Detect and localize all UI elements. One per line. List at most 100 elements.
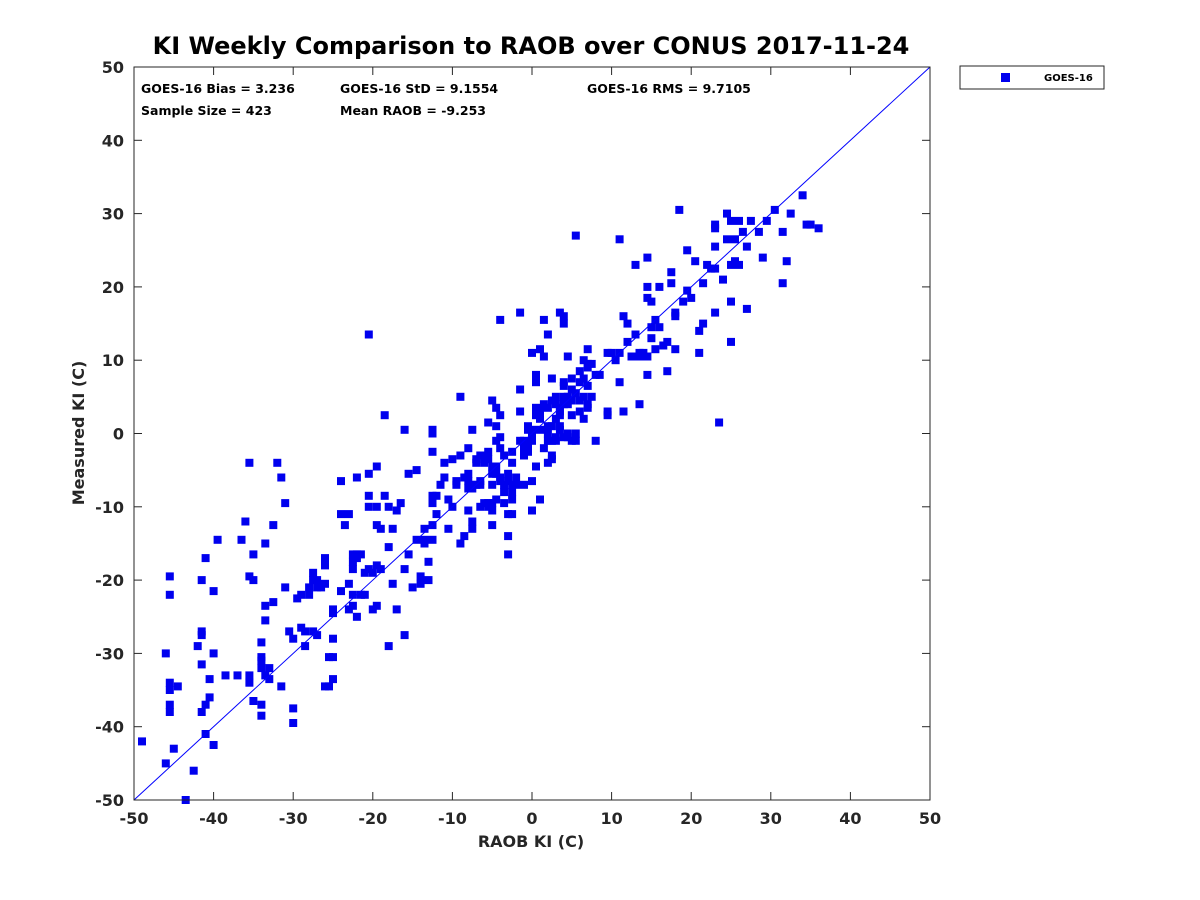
data-point — [699, 279, 708, 288]
y-tick-label: 30 — [102, 205, 124, 224]
data-point — [364, 330, 373, 339]
data-point — [539, 352, 548, 361]
data-point — [663, 367, 672, 376]
y-tick-label: -40 — [95, 718, 124, 737]
data-point — [635, 400, 644, 409]
data-point — [408, 583, 417, 592]
data-point — [631, 330, 640, 339]
data-point — [468, 517, 477, 526]
y-tick-label: 20 — [102, 278, 124, 297]
data-point — [603, 407, 612, 416]
data-point — [337, 510, 345, 519]
data-point — [539, 444, 548, 453]
data-point — [691, 257, 700, 266]
data-point — [404, 550, 413, 559]
data-point — [400, 631, 409, 640]
data-point — [508, 495, 517, 504]
data-point — [555, 411, 564, 420]
y-tick-label: 0 — [113, 425, 124, 444]
data-point — [727, 216, 735, 225]
data-point — [587, 392, 596, 401]
data-point — [161, 649, 170, 658]
data-point — [782, 257, 791, 266]
data-point — [404, 469, 413, 478]
data-point — [496, 411, 505, 420]
data-point — [329, 634, 337, 643]
data-point — [508, 510, 517, 519]
data-point — [368, 568, 377, 577]
data-point — [607, 348, 616, 357]
data-point — [559, 319, 568, 328]
data-point — [488, 480, 497, 489]
legend-box — [959, 65, 1105, 90]
data-point — [424, 576, 433, 585]
data-point — [727, 337, 735, 346]
data-point — [798, 191, 807, 200]
data-point — [727, 297, 735, 306]
stat-std: GOES-16 StD = 9.1554 — [340, 81, 498, 96]
data-point — [301, 642, 310, 651]
data-point — [500, 451, 509, 460]
x-tick-label: 40 — [839, 809, 861, 828]
data-point — [388, 524, 397, 533]
data-point — [289, 704, 298, 713]
data-point — [667, 279, 676, 288]
data-point — [631, 260, 640, 269]
data-point — [165, 572, 174, 581]
data-point — [543, 403, 552, 412]
data-point — [679, 297, 688, 306]
data-point — [205, 693, 214, 702]
y-axis-label: Measured KI (C) — [69, 361, 88, 506]
x-tick-label: -40 — [199, 809, 228, 828]
data-point — [277, 473, 286, 482]
data-point — [583, 400, 592, 409]
data-point — [667, 268, 676, 277]
data-point — [711, 220, 720, 229]
data-point — [376, 565, 385, 574]
data-point — [504, 469, 513, 478]
data-point — [579, 392, 588, 401]
x-tick-label: 20 — [680, 809, 702, 828]
y-tick-label: -50 — [95, 791, 124, 810]
data-point — [711, 308, 720, 317]
data-point — [464, 506, 473, 515]
x-tick-label: 50 — [919, 809, 941, 828]
data-point — [543, 330, 552, 339]
data-point — [615, 378, 624, 387]
data-point — [611, 356, 620, 365]
data-point — [428, 425, 437, 434]
data-point — [245, 458, 254, 467]
data-point — [372, 502, 381, 511]
data-point — [695, 348, 704, 357]
data-point — [301, 627, 310, 636]
data-point — [520, 480, 528, 489]
data-point — [344, 579, 353, 588]
data-point — [352, 473, 361, 482]
data-point — [464, 444, 473, 453]
data-point — [555, 422, 564, 431]
data-point — [428, 535, 437, 544]
data-point — [265, 675, 274, 684]
data-point — [571, 429, 580, 438]
data-point — [289, 634, 298, 643]
data-point — [197, 660, 206, 669]
data-point — [735, 260, 743, 269]
data-point — [731, 235, 739, 244]
data-point — [273, 458, 282, 467]
data-point — [257, 700, 266, 709]
data-point — [567, 396, 576, 405]
data-point — [305, 590, 314, 599]
stat-sample-size: Sample Size = 423 — [141, 103, 272, 118]
data-point — [539, 315, 548, 324]
data-point — [138, 737, 146, 746]
data-point — [536, 495, 544, 504]
data-point — [281, 499, 290, 508]
data-point — [575, 367, 584, 376]
data-point — [344, 510, 353, 519]
data-point — [778, 227, 787, 236]
data-point — [416, 572, 425, 581]
data-point — [169, 744, 178, 753]
data-point — [420, 535, 429, 544]
data-point — [165, 590, 174, 599]
